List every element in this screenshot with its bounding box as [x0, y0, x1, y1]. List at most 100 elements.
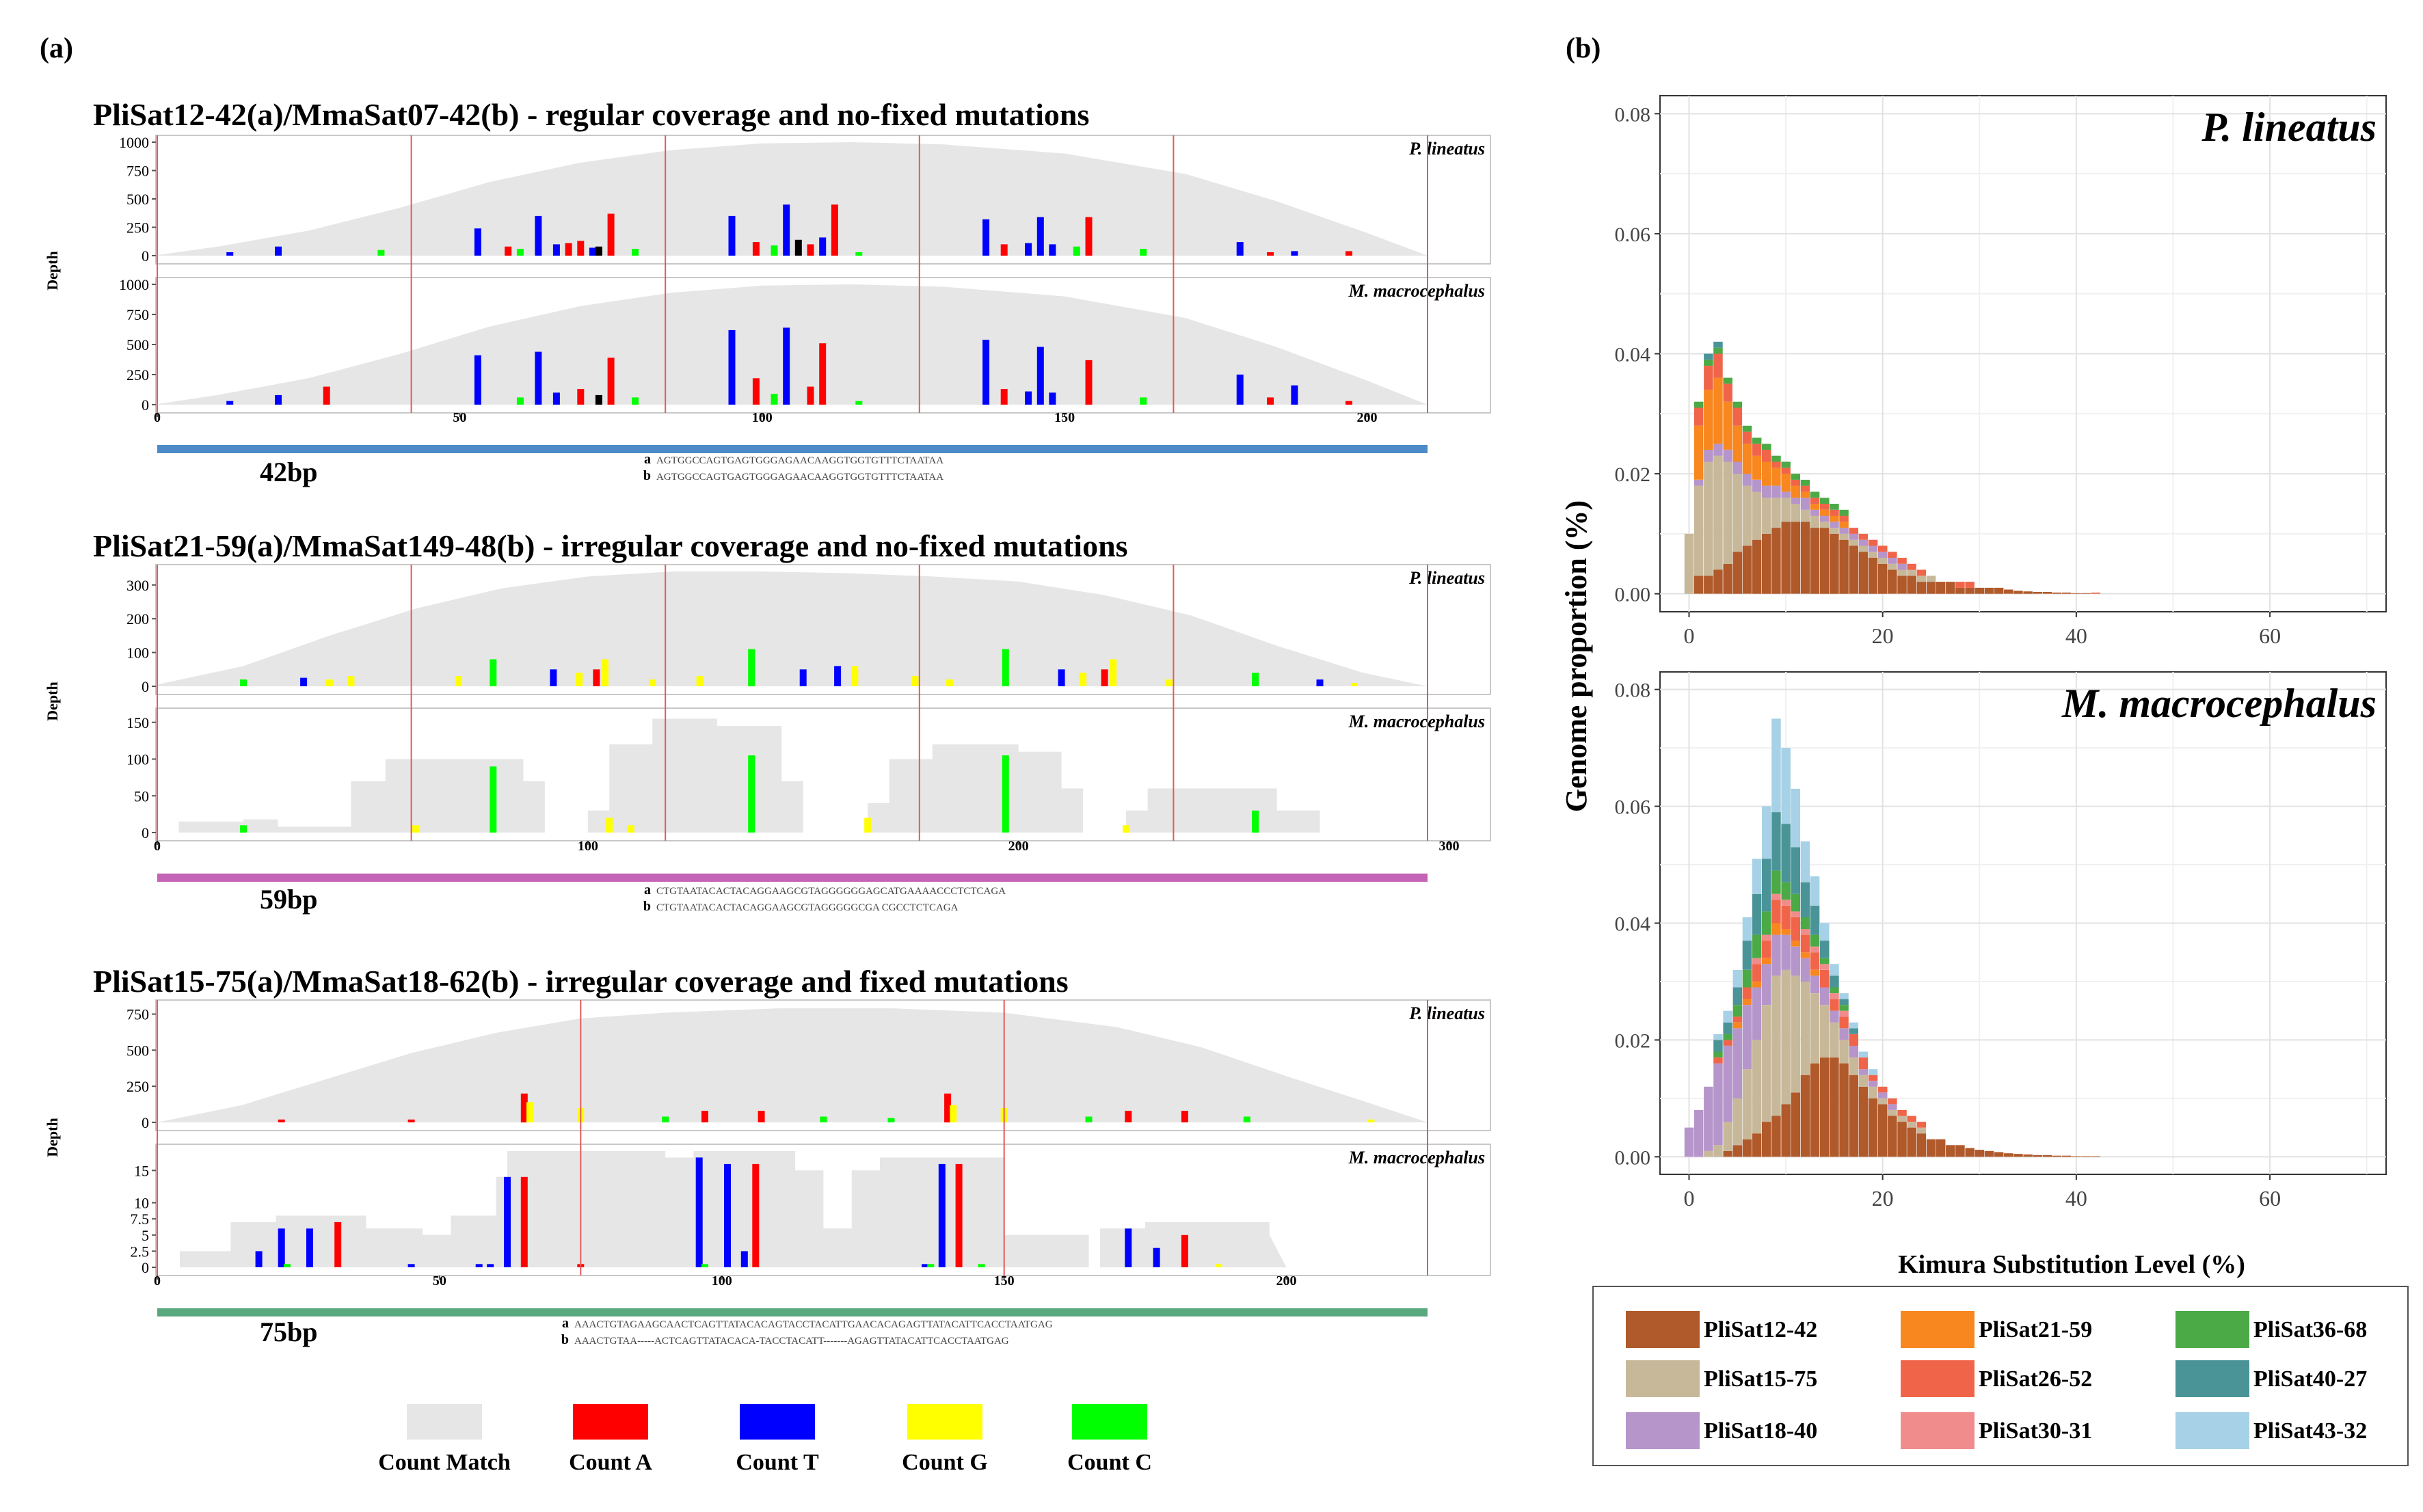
histogram-segment — [1878, 558, 1888, 564]
histogram-segment — [1781, 905, 1791, 930]
x-tick-label: 150 — [1054, 410, 1075, 425]
histogram-segment — [1713, 1063, 1723, 1146]
depth-track: 0 250 500 750 1000 M. macrocephalus — [119, 276, 1491, 414]
histogram-segment — [1762, 911, 1771, 935]
histogram-segment — [1781, 1104, 1791, 1157]
species-label: M. macrocephalus — [1348, 712, 1485, 731]
histogram-segment — [1830, 1022, 1839, 1058]
histogram-segment — [1800, 952, 1810, 958]
mutation-bar — [662, 1116, 669, 1122]
mutation-bar — [552, 392, 560, 405]
mutation-bar — [632, 249, 639, 256]
histogram-segment — [1781, 824, 1791, 882]
mutation-bar — [602, 659, 608, 686]
histogram-segment — [1723, 461, 1732, 564]
count-legend-label: Count Match — [378, 1450, 511, 1475]
coverage-area — [157, 142, 1428, 256]
histogram-segment — [1878, 1098, 1888, 1105]
depth-chart-2: PliSat21-59(a)/MmaSat149-48(b) - irregul… — [44, 528, 1491, 915]
histogram-segment — [1742, 1069, 1752, 1139]
histogram-segment — [2062, 1155, 2072, 1157]
mutation-bar — [1166, 679, 1173, 686]
y-axis-label: Depth — [44, 251, 61, 290]
legend-item: PliSat12-42 — [1626, 1311, 1817, 1348]
mutation-bar — [922, 1264, 929, 1267]
mutation-bar — [1000, 244, 1008, 256]
histogram-segment — [1752, 491, 1762, 540]
histogram-segment — [1897, 1116, 1907, 1122]
histogram-segment — [1810, 975, 1820, 993]
histogram-segment — [1723, 383, 1732, 402]
mutation-bar — [535, 351, 542, 405]
y-axis-label: Depth — [44, 681, 61, 720]
histogram-segment — [1810, 934, 1820, 947]
y-tick-label: 0.04 — [1615, 913, 1651, 936]
histogram-segment — [1830, 993, 1839, 999]
histogram-segment — [1916, 582, 1927, 594]
histogram-segment — [1800, 934, 1810, 953]
histogram-segment — [1897, 1122, 1907, 1157]
histogram-segment — [1704, 1150, 1713, 1157]
mutation-bar — [526, 1102, 533, 1122]
mutation-bar — [851, 666, 859, 686]
histogram-segment — [2013, 1154, 2023, 1157]
histogram-segment — [1916, 576, 1927, 582]
x-tick-label: 200 — [1276, 1273, 1297, 1288]
mutation-bar — [701, 1111, 708, 1122]
histogram-segment — [1781, 498, 1791, 522]
mutation-bar — [752, 242, 760, 256]
histogram-segment — [1704, 360, 1713, 366]
mutation-bar — [1002, 649, 1009, 686]
histogram-segment — [1791, 498, 1800, 504]
histogram-segment — [1858, 1057, 1869, 1070]
histogram-segment — [2091, 592, 2100, 594]
mutation-bar — [794, 239, 802, 256]
histogram-segment — [1830, 504, 1839, 510]
histogram-segment — [1713, 1057, 1723, 1064]
histogram-segment — [1897, 576, 1907, 594]
y-tick-label: 250 — [126, 1078, 149, 1095]
histogram-segment — [1771, 455, 1781, 462]
y-tick-label: 500 — [126, 1042, 149, 1059]
histogram-segment — [1713, 353, 1723, 378]
legend-item: PliSat40-27 — [2176, 1360, 2367, 1397]
histogram-segment — [2052, 592, 2062, 594]
histogram-segment — [1742, 545, 1752, 594]
histogram-segment — [1762, 444, 1771, 450]
histogram-segment — [1762, 450, 1771, 462]
histogram-segment — [1839, 993, 1849, 999]
y-tick-label: 250 — [126, 366, 149, 383]
mutation-bar — [696, 676, 704, 686]
mutation-bar — [535, 215, 542, 256]
histogram-segment — [1713, 377, 1723, 444]
histogram-segment — [1868, 552, 1878, 558]
histogram-segment — [1713, 455, 1723, 570]
alignment-seq-b: AGTGGCCAGTGAGTGGGAGAACAAGGTGGTGTTTCTAATA… — [656, 472, 943, 483]
depth-chart-3: PliSat15-75(a)/MmaSat18-62(b) - irregula… — [44, 964, 1491, 1347]
mutation-bar — [955, 1163, 963, 1267]
mutation-bar — [1049, 392, 1056, 405]
histogram-segment — [1936, 582, 1946, 594]
mutation-bar — [1291, 385, 1298, 405]
histogram-segment — [1713, 347, 1723, 354]
histogram-segment — [1791, 479, 1800, 486]
histogram-segment — [1752, 444, 1762, 456]
monomer-bar — [157, 1308, 1428, 1317]
histogram-segment — [1907, 1127, 1916, 1157]
histogram-segment — [1742, 941, 1752, 970]
mutation-bar — [728, 329, 736, 405]
mutation-bar — [593, 669, 600, 686]
y-tick-label: 0.04 — [1615, 344, 1651, 366]
histogram-segment — [1752, 958, 1762, 964]
mutation-bar — [978, 1264, 985, 1267]
y-tick-label: 0 — [142, 1259, 149, 1276]
histogram-segment — [1888, 1104, 1897, 1110]
histogram-segment — [1974, 587, 1985, 594]
mutation-bar — [740, 1251, 748, 1267]
monomer-length-label: 59bp — [260, 884, 318, 915]
species-label: M. macrocephalus — [1348, 1148, 1485, 1167]
mutation-bar — [1181, 1234, 1188, 1267]
histogram-segment — [1868, 1081, 1878, 1087]
histogram-segment — [1926, 582, 1936, 594]
y-tick-label: 0.02 — [1615, 463, 1651, 486]
